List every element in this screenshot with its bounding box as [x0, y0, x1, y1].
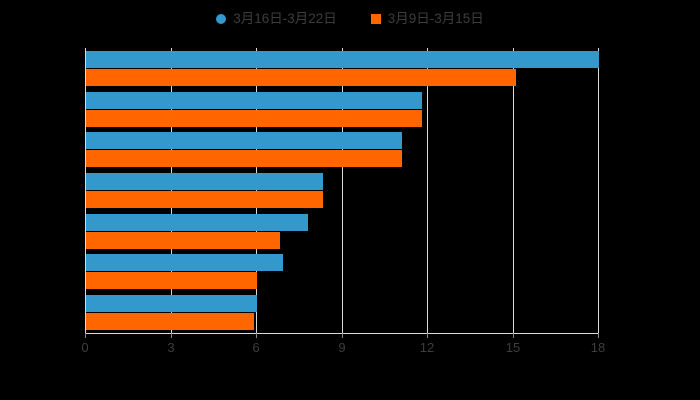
x-tick-mark	[342, 333, 343, 338]
bar-series-b[interactable]	[86, 313, 254, 331]
gridline	[342, 48, 343, 333]
x-tick-mark	[171, 333, 172, 338]
x-tick-label: 12	[419, 340, 435, 355]
bar-series-b[interactable]	[86, 150, 402, 168]
chart-legend: 3月16日-3月22日 3月9日-3月15日	[0, 6, 700, 32]
bar-series-a[interactable]	[86, 295, 257, 313]
bar-group	[85, 252, 598, 293]
gridline	[256, 48, 257, 333]
bar-series-b[interactable]	[86, 68, 516, 86]
bar-series-b[interactable]	[86, 190, 323, 208]
circle-marker-icon	[216, 14, 227, 24]
square-marker-icon	[370, 14, 381, 24]
x-tick-label: 9	[338, 340, 346, 355]
bar-series-a[interactable]	[86, 50, 599, 68]
gridline	[427, 48, 428, 333]
bar-group	[85, 292, 598, 333]
legend-item-series-a[interactable]: 3月16日-3月22日	[216, 12, 337, 26]
gridline	[513, 48, 514, 333]
bar-series-b[interactable]	[86, 231, 280, 249]
x-tick-mark	[256, 333, 257, 338]
bar-series-a[interactable]	[86, 254, 283, 272]
bar-group	[85, 170, 598, 211]
x-tick-label: 15	[505, 340, 521, 355]
gridline	[598, 48, 599, 333]
gridline	[171, 48, 172, 333]
x-tick-label: 3	[167, 340, 175, 355]
bar-group	[85, 48, 599, 89]
x-tick-mark	[513, 333, 514, 338]
x-tick-label: 0	[81, 340, 89, 355]
bar-group	[85, 211, 598, 252]
x-tick-label: 18	[590, 340, 606, 355]
y-axis-line	[85, 48, 86, 333]
x-tick-mark	[598, 333, 599, 338]
bar-group	[85, 129, 598, 170]
bar-series-a[interactable]	[86, 91, 422, 109]
bar-series-a[interactable]	[86, 213, 308, 231]
bar-group	[85, 89, 598, 130]
x-tick-label: 6	[252, 340, 260, 355]
bar-series-a[interactable]	[86, 132, 402, 150]
x-tick-mark	[427, 333, 428, 338]
legend-label-series-b: 3月9日-3月15日	[387, 11, 484, 27]
legend-label-series-a: 3月16日-3月22日	[233, 11, 337, 27]
legend-item-series-b[interactable]: 3月9日-3月15日	[370, 11, 484, 27]
bar-series-b[interactable]	[86, 272, 257, 290]
bar-series-b[interactable]	[86, 109, 422, 127]
bar-series-a[interactable]	[86, 172, 323, 190]
x-tick-mark	[85, 333, 86, 338]
